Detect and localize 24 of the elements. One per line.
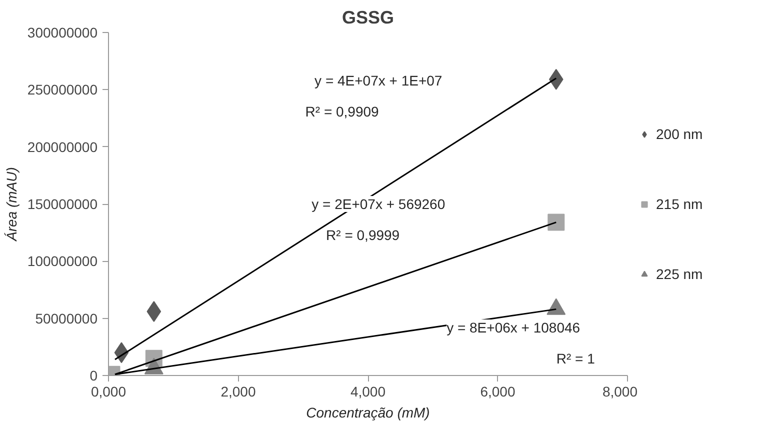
annotation: R² = 0,9999 — [326, 226, 400, 243]
y-tick-label: 250000000 — [27, 82, 98, 98]
x-tick-label: 0,000 — [90, 384, 126, 400]
y-axis-title: Área (mAU) — [3, 167, 20, 242]
y-tick-label: 300000000 — [27, 24, 98, 40]
y-tick-label: 50000000 — [35, 310, 98, 326]
x-tick-label: 2,000 — [220, 384, 256, 400]
y-tick-label: 200000000 — [27, 138, 98, 155]
y-tick-label: 100000000 — [27, 253, 98, 270]
legend-label: 200 nm — [656, 126, 703, 142]
x-tick-label: 6,000 — [480, 384, 516, 400]
annotation: y = 4E+07x + 1E+07 — [314, 72, 442, 89]
x-tick-label: 8,000 — [602, 384, 638, 400]
legend-label: 225 nm — [656, 266, 703, 282]
annotation: R² = 0,9909 — [305, 103, 380, 120]
y-tick-label: 150000000 — [27, 196, 98, 212]
annotation: y = 2E+07x + 569260 — [312, 196, 446, 212]
annotation: R² = 1 — [556, 350, 596, 366]
annotation: y = 8E+06x + 108046 — [446, 319, 580, 336]
x-axis-title: Concentração (mM) — [306, 404, 430, 420]
y-tick-label: 0 — [90, 368, 98, 384]
legend-label: 215 nm — [656, 196, 703, 212]
x-tick-label: 4,000 — [350, 384, 386, 400]
chart-title: GSSG — [342, 8, 394, 28]
